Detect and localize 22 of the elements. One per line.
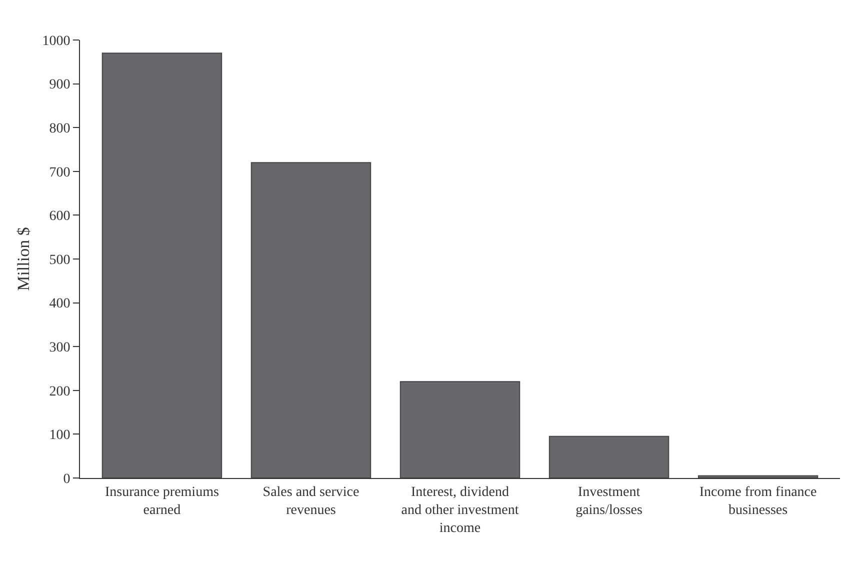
y-tick-label: 0 [63, 472, 70, 487]
bar [698, 475, 818, 478]
y-tick-label: 100 [49, 428, 70, 444]
bar [250, 162, 372, 478]
x-tick-label: Investment gains/losses [576, 484, 642, 518]
x-tick-label: Income from finance businesses [699, 484, 817, 518]
bar [400, 381, 520, 478]
x-tick-label: Interest, dividend and other investment income [401, 484, 519, 536]
x-tick-label: Sales and service revenues [262, 484, 360, 518]
y-tick-label: 800 [49, 122, 70, 136]
y-tick-label: 1000 [42, 34, 70, 49]
y-tick-label: 500 [49, 252, 70, 268]
y-tick-label: 700 [49, 165, 70, 180]
y-tick-label: 900 [49, 78, 70, 93]
y-axis-title: Million $ [14, 227, 33, 291]
bar [102, 52, 222, 478]
y-tick-label: 300 [49, 340, 70, 356]
x-tick-label: Insurance premiums earned [105, 484, 219, 518]
y-tick-label: 600 [49, 209, 70, 224]
y-tick-label: 200 [49, 384, 70, 400]
bar [548, 436, 670, 478]
y-tick-label: 400 [49, 296, 70, 312]
